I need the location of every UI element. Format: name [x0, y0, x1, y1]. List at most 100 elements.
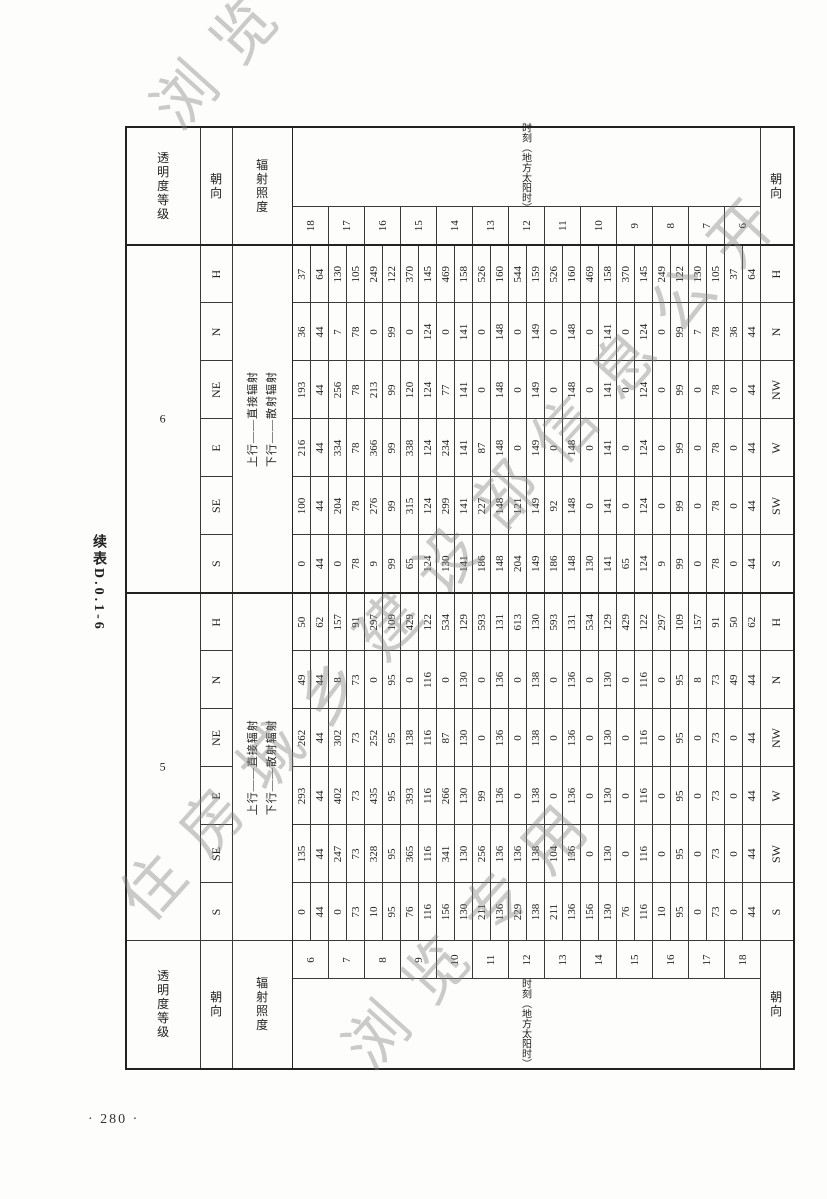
time-right-cell: 10 [580, 206, 617, 245]
value-cell-scattered: 160 [490, 244, 509, 303]
value-cell-scattered: 141 [598, 476, 617, 535]
value-cell-scattered: 99 [382, 418, 401, 477]
value-cell-scattered: 91 [706, 592, 725, 651]
time-right-cell: 9 [616, 206, 653, 245]
value-cell-direct: 227 [472, 476, 491, 535]
value-cell-scattered: 141 [454, 476, 473, 535]
stub-orient-label-left: 朝向 [200, 941, 233, 1069]
value-cell-direct: 526 [544, 244, 563, 303]
value-cell-direct: 10 [364, 883, 383, 941]
value-cell-direct: 0 [364, 302, 383, 361]
watermark-fragment-top: 浏览专用 [127, 0, 429, 145]
value-cell-scattered: 122 [670, 244, 689, 303]
value-cell-direct: 130 [580, 534, 599, 593]
value-cell-scattered: 129 [598, 592, 617, 651]
value-cell-direct: 0 [292, 534, 311, 593]
direction-header-cell: S [200, 534, 233, 593]
value-cell-direct: 92 [544, 476, 563, 535]
value-cell-direct: 135 [292, 825, 311, 883]
value-cell-scattered: 136 [490, 767, 509, 825]
value-cell-scattered: 116 [634, 709, 653, 767]
time-left-cell: 10 [436, 941, 473, 979]
value-cell-scattered: 138 [526, 825, 545, 883]
value-cell-direct: 0 [616, 360, 635, 419]
value-cell-direct: 0 [580, 360, 599, 419]
value-cell-scattered: 136 [562, 767, 581, 825]
value-cell-scattered: 148 [562, 302, 581, 361]
rotated-table-inner: 透明度等级 5 6 透明度等级 朝向 S SE E NE N H S SE E NE N H 朝向 辐射照度 … [125, 122, 795, 1070]
value-cell-scattered: 116 [418, 883, 437, 941]
footer-direction-cell: N [760, 651, 794, 709]
value-cell-direct: 37 [292, 244, 311, 303]
direction-header-cell: N [200, 302, 233, 361]
value-cell-direct: 76 [616, 883, 635, 941]
value-cell-direct: 130 [688, 244, 707, 303]
value-cell-scattered: 95 [670, 883, 689, 941]
value-cell-direct: 0 [724, 418, 743, 477]
footer-direction-cell: W [760, 418, 794, 477]
value-cell-direct: 429 [616, 592, 635, 651]
value-cell-direct: 0 [580, 476, 599, 535]
value-cell-scattered: 78 [346, 534, 365, 593]
stub-orient-footer-right: 朝向 [760, 126, 794, 245]
value-cell-scattered: 136 [562, 651, 581, 709]
value-cell-direct: 0 [652, 418, 671, 477]
value-cell-scattered: 73 [346, 767, 365, 825]
time-left-cell: 13 [544, 941, 581, 979]
value-cell-scattered: 44 [310, 302, 329, 361]
value-cell-scattered: 130 [454, 767, 473, 825]
direction-header-cell: N [200, 651, 233, 709]
value-cell-scattered: 105 [706, 244, 725, 303]
direction-header-cell: E [200, 418, 233, 477]
footer-direction-cell: SW [760, 825, 794, 883]
value-cell-scattered: 148 [490, 476, 509, 535]
value-cell-scattered: 116 [418, 651, 437, 709]
value-cell-direct: 256 [472, 825, 491, 883]
value-cell-direct: 87 [472, 418, 491, 477]
direction-header-cell: H [200, 244, 233, 303]
value-cell-scattered: 64 [742, 244, 761, 303]
value-cell-direct: 0 [544, 651, 563, 709]
value-cell-scattered: 78 [346, 476, 365, 535]
value-cell-scattered: 149 [526, 360, 545, 419]
value-cell-direct: 0 [724, 883, 743, 941]
value-cell-scattered: 99 [670, 302, 689, 361]
value-cell-direct: 0 [544, 709, 563, 767]
value-cell-scattered: 73 [706, 767, 725, 825]
value-cell-scattered: 130 [454, 709, 473, 767]
value-cell-direct: 193 [292, 360, 311, 419]
value-cell-direct: 293 [292, 767, 311, 825]
value-cell-direct: 0 [544, 360, 563, 419]
value-cell-direct: 299 [436, 476, 455, 535]
value-cell-scattered: 130 [598, 651, 617, 709]
level-6-span-cell: 6 [126, 244, 201, 593]
stub-level-label-right: 透明度等级 [126, 126, 201, 245]
value-cell-direct: 0 [580, 825, 599, 883]
time-left-cell: 14 [580, 941, 617, 979]
value-cell-scattered: 44 [310, 883, 329, 941]
stub-orient-label-right: 朝向 [200, 126, 233, 245]
value-cell-direct: 186 [544, 534, 563, 593]
value-cell-scattered: 44 [310, 767, 329, 825]
solar-radiation-table: 透明度等级 5 6 透明度等级 朝向 S SE E NE N H S SE E NE N H 朝向 辐射照度 … [125, 122, 795, 1070]
value-cell-scattered: 124 [634, 476, 653, 535]
value-cell-direct: 136 [508, 825, 527, 883]
value-cell-scattered: 44 [742, 534, 761, 593]
value-cell-direct: 234 [436, 418, 455, 477]
value-cell-scattered: 148 [490, 534, 509, 593]
value-cell-direct: 526 [472, 244, 491, 303]
value-cell-direct: 216 [292, 418, 311, 477]
value-cell-direct: 0 [688, 476, 707, 535]
value-cell-direct: 429 [400, 592, 419, 651]
value-cell-scattered: 124 [418, 418, 437, 477]
value-cell-direct: 249 [364, 244, 383, 303]
value-cell-direct: 0 [688, 709, 707, 767]
value-cell-scattered: 73 [346, 709, 365, 767]
value-cell-direct: 0 [688, 883, 707, 941]
value-cell-scattered: 130 [598, 883, 617, 941]
value-cell-scattered: 136 [562, 825, 581, 883]
value-cell-scattered: 95 [670, 651, 689, 709]
value-cell-direct: 130 [328, 244, 347, 303]
value-cell-scattered: 78 [706, 476, 725, 535]
value-cell-direct: 297 [652, 592, 671, 651]
